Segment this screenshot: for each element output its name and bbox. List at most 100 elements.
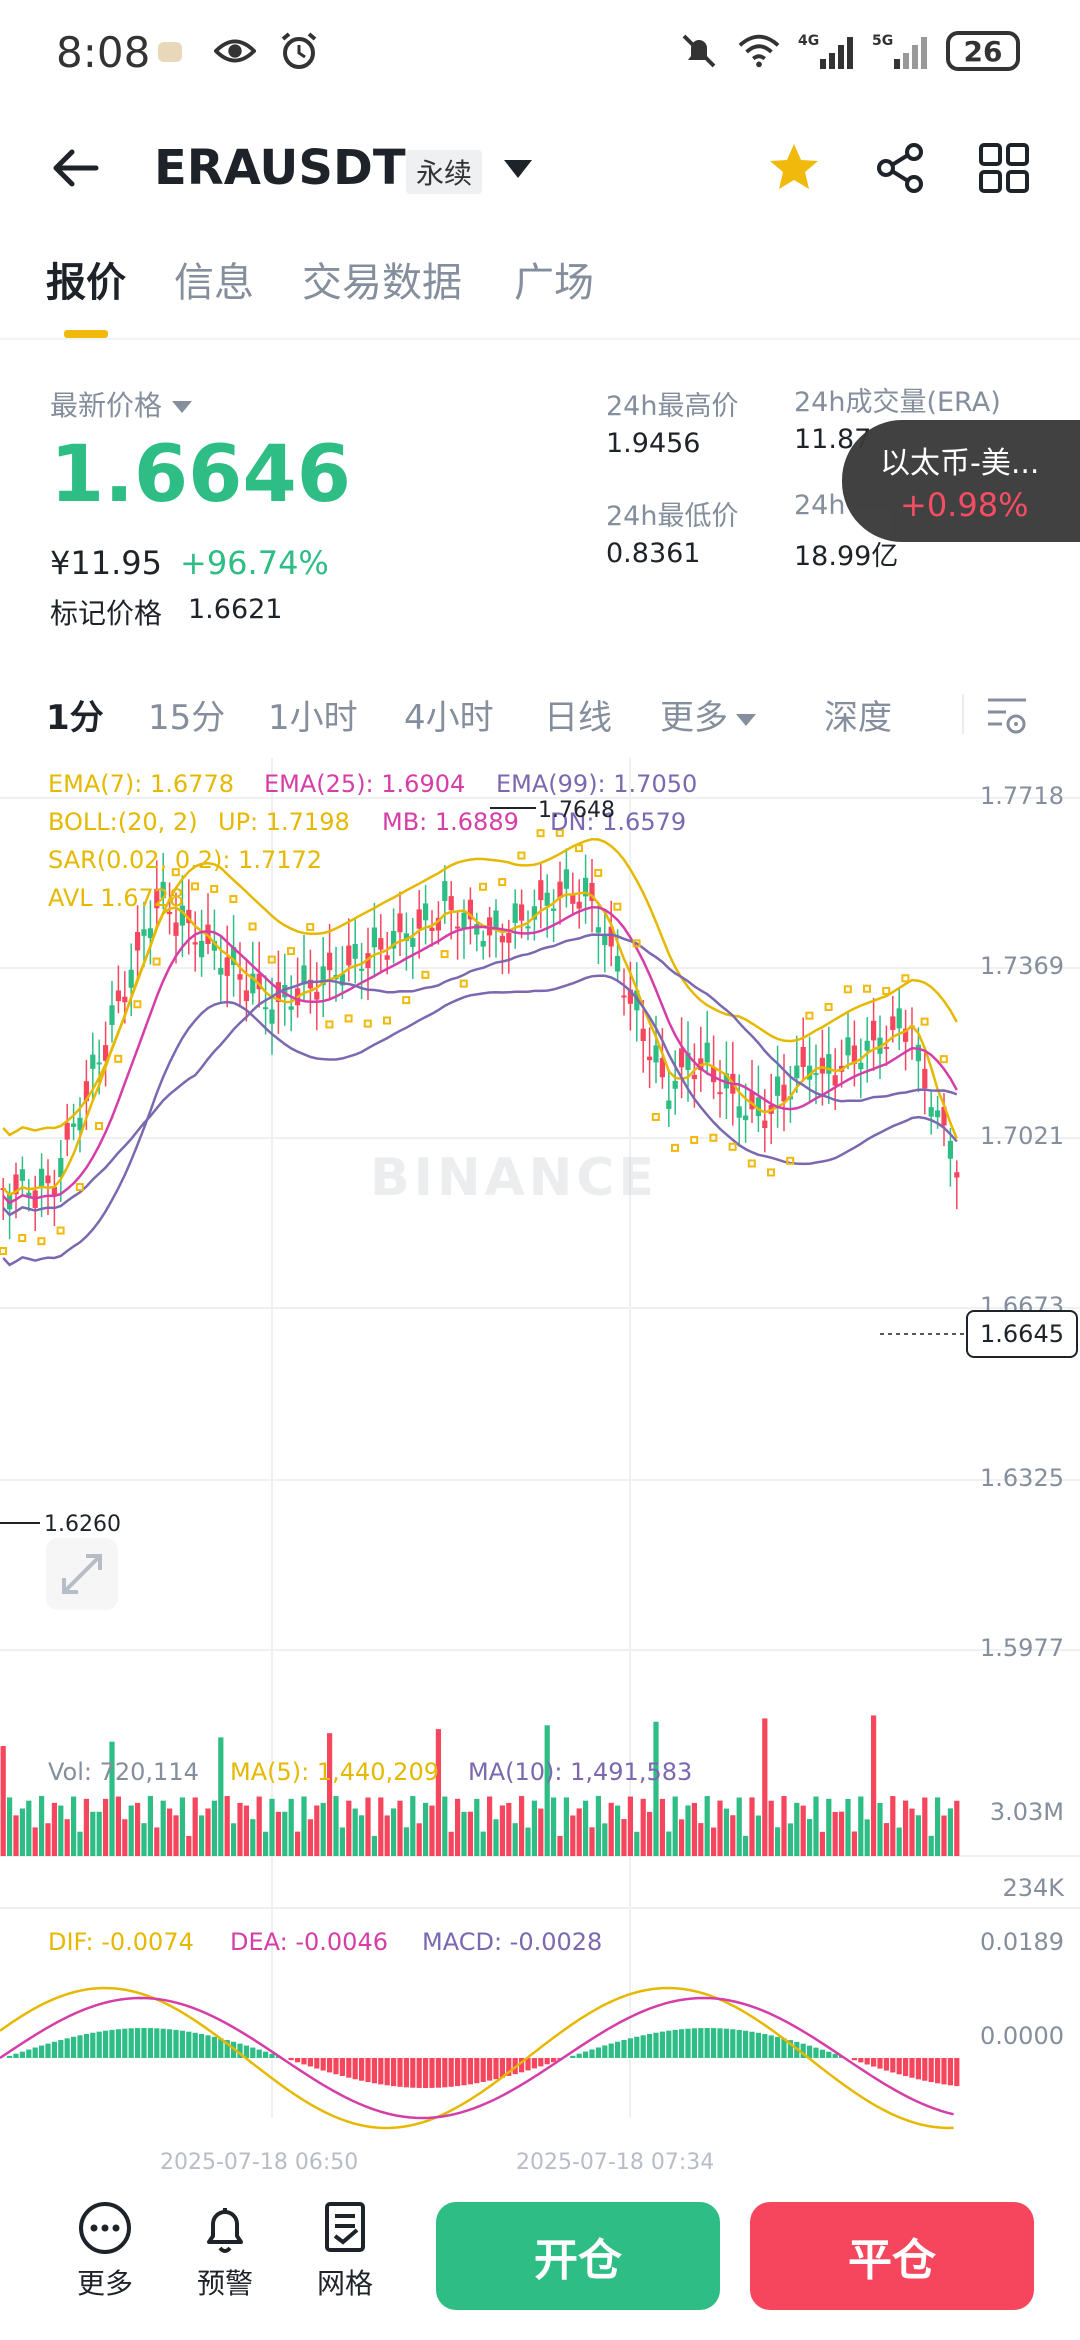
sar-dot	[517, 851, 526, 860]
pair-symbol[interactable]: ERAUSDT	[154, 140, 406, 196]
depth-tab[interactable]: 深度	[824, 698, 892, 738]
grid-menu-button[interactable]	[976, 140, 1032, 196]
sar-dot	[786, 1156, 795, 1165]
candle-body	[563, 869, 569, 889]
volume-bar	[250, 1819, 256, 1856]
candle-body	[423, 903, 429, 921]
floating-ticker[interactable]: 以太币-美... +0.98%	[842, 420, 1080, 542]
interval-more[interactable]: 更多	[660, 690, 756, 739]
volume-bar	[723, 1808, 729, 1856]
close-position-button[interactable]: 平仓	[750, 2202, 1034, 2310]
candle-body	[826, 1054, 832, 1074]
more-button[interactable]: 更多	[60, 2200, 150, 2302]
candle-body	[147, 928, 153, 938]
candle-body	[576, 901, 582, 909]
candle-body	[679, 1048, 685, 1068]
share-button[interactable]	[872, 140, 928, 196]
volume-bar	[576, 1808, 582, 1856]
macd-bar	[39, 2045, 45, 2058]
volume-bar	[192, 1797, 198, 1856]
candle-body	[890, 1016, 896, 1030]
interval-1h[interactable]: 1小时	[268, 698, 358, 738]
volume-bar	[557, 1835, 563, 1856]
volume-bar	[135, 1802, 141, 1856]
interval-4h[interactable]: 4小时	[404, 698, 494, 738]
volume-bar	[653, 1721, 659, 1856]
open-position-button[interactable]: 开仓	[436, 2202, 720, 2310]
candle-body	[314, 991, 320, 1000]
chart-settings-button[interactable]	[984, 692, 1030, 738]
sar-dot	[459, 979, 468, 988]
volume-bar	[314, 1805, 320, 1856]
candle-body	[250, 973, 256, 994]
kline-chart-canvas[interactable]	[0, 758, 1080, 2180]
mute-bell-icon	[678, 30, 720, 72]
sar-dot	[171, 868, 180, 877]
vol-ma10-label: MA(10): 1,491,583	[468, 1758, 693, 1786]
macd-label: MACD: -0.0028	[422, 1928, 603, 1956]
divider	[962, 694, 964, 734]
candle-body	[167, 911, 173, 915]
sar-dot	[0, 1247, 7, 1255]
tab-info[interactable]: 信息	[174, 260, 254, 306]
volume-bar	[442, 1796, 448, 1856]
sar-dot	[95, 1122, 103, 1131]
back-button[interactable]	[48, 140, 104, 196]
tab-quote[interactable]: 报价	[46, 260, 126, 306]
sar-dot	[18, 1234, 27, 1243]
sar-dot	[287, 947, 295, 956]
volume-bar	[615, 1805, 621, 1856]
volume-bar	[282, 1811, 288, 1856]
volume-bar	[397, 1800, 403, 1856]
tab-square[interactable]: 广场	[514, 260, 594, 306]
favorite-button[interactable]	[766, 140, 822, 196]
volume-bar	[71, 1796, 77, 1856]
price-axis-label: 1.7021	[980, 1122, 1064, 1150]
candle-body	[135, 932, 141, 951]
chevron-down-icon[interactable]	[504, 160, 532, 178]
volume-bar	[730, 1815, 736, 1856]
volume-label: Vol: 720,114	[48, 1758, 199, 1786]
volume-bar	[864, 1819, 870, 1856]
interval-1m[interactable]: 1分	[46, 698, 104, 738]
candle-body	[384, 955, 390, 960]
candle-body	[832, 1075, 838, 1086]
volume-bar	[39, 1796, 45, 1856]
macd-bar	[397, 2058, 403, 2087]
volume-bar	[243, 1805, 249, 1856]
candle-body	[807, 1065, 813, 1080]
volume-bar	[122, 1819, 128, 1856]
candle-body	[819, 1057, 825, 1074]
sar-dot	[901, 974, 910, 983]
macd-bar	[877, 2058, 883, 2069]
watermark: BINANCE	[370, 1148, 658, 1208]
interval-15m[interactable]: 15分	[148, 698, 226, 738]
candle-body	[256, 973, 262, 990]
macd-bar	[295, 2058, 301, 2063]
macd-bar	[314, 2058, 320, 2069]
candle-body	[659, 1058, 665, 1078]
kline-chart[interactable]: BINANCE EMA(7): 1.6778 EMA(25): 1.6904 E…	[0, 758, 1080, 2180]
macd-bar	[109, 2029, 115, 2058]
candle-body	[954, 1172, 960, 1178]
last-price-label[interactable]: 最新价格	[50, 384, 193, 424]
macd-bar	[672, 2029, 678, 2058]
volume-bar	[845, 1798, 851, 1856]
candle-body	[647, 1056, 653, 1061]
macd-bar	[352, 2058, 358, 2080]
volume-bar	[691, 1802, 697, 1856]
candle-body	[922, 1068, 928, 1089]
volume-bar	[947, 1808, 953, 1856]
candle-body	[691, 1074, 697, 1080]
boll-up-label: UP: 1.7198	[218, 808, 350, 836]
macd-bar	[199, 2033, 205, 2058]
candle-body	[352, 943, 358, 959]
candle-body	[378, 938, 384, 950]
volume-bar	[487, 1796, 493, 1856]
grid-trading-button[interactable]: 网格	[300, 2200, 390, 2302]
alert-button[interactable]: 预警	[180, 2200, 270, 2302]
tab-trading-data[interactable]: 交易数据	[302, 260, 462, 306]
candle-body	[749, 1091, 755, 1110]
interval-1d[interactable]: 日线	[544, 698, 612, 738]
expand-chart-button[interactable]	[46, 1538, 118, 1610]
